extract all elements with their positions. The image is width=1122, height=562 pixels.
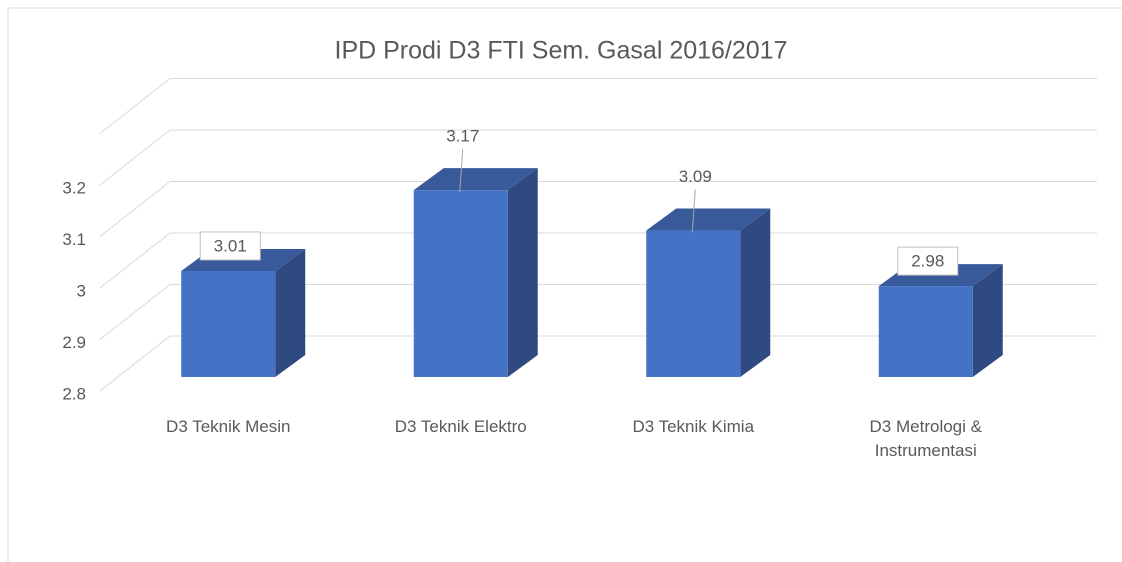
data-label: 3.09 <box>679 167 712 186</box>
bar-top <box>646 208 771 231</box>
data-label: 2.98 <box>911 252 944 271</box>
data-label: 3.01 <box>214 236 247 255</box>
grid-line <box>99 284 171 340</box>
y-tick-label: 2.8 <box>62 384 86 403</box>
grid-line <box>99 78 171 134</box>
y-tick-label: 3.1 <box>62 230 86 249</box>
data-label: 3.17 <box>446 127 479 146</box>
y-tick-label: 2.9 <box>62 333 86 352</box>
bar <box>646 230 741 377</box>
bar <box>413 190 508 377</box>
x-tick-label: D3 Metrologi & Instrumentasi <box>869 417 982 460</box>
grid-line <box>99 335 171 392</box>
x-tick-label: D3 Teknik Kimia <box>632 417 755 436</box>
bar-side <box>740 208 771 377</box>
grid-line <box>99 129 171 186</box>
chart-title: IPD Prodi D3 FTI Sem. Gasal 2016/2017 <box>335 37 788 65</box>
grid-line <box>99 232 171 289</box>
grid-line <box>99 181 171 237</box>
bar <box>181 270 276 377</box>
x-tick-label: D3 Teknik Elektro <box>394 417 527 436</box>
bar-side <box>507 168 538 377</box>
data-label-box <box>897 246 959 276</box>
y-tick-label: 3.2 <box>62 178 86 197</box>
bar-side <box>972 264 1003 377</box>
bar-side <box>275 248 306 377</box>
leader-line <box>691 189 696 233</box>
bar-top <box>413 168 538 191</box>
leader-line <box>459 149 464 193</box>
y-tick-label: 3 <box>77 281 86 300</box>
chart-frame <box>7 7 1122 562</box>
x-tick-label: D3 Teknik Mesin <box>166 417 291 436</box>
bar <box>878 286 973 377</box>
data-label-box <box>199 231 261 261</box>
